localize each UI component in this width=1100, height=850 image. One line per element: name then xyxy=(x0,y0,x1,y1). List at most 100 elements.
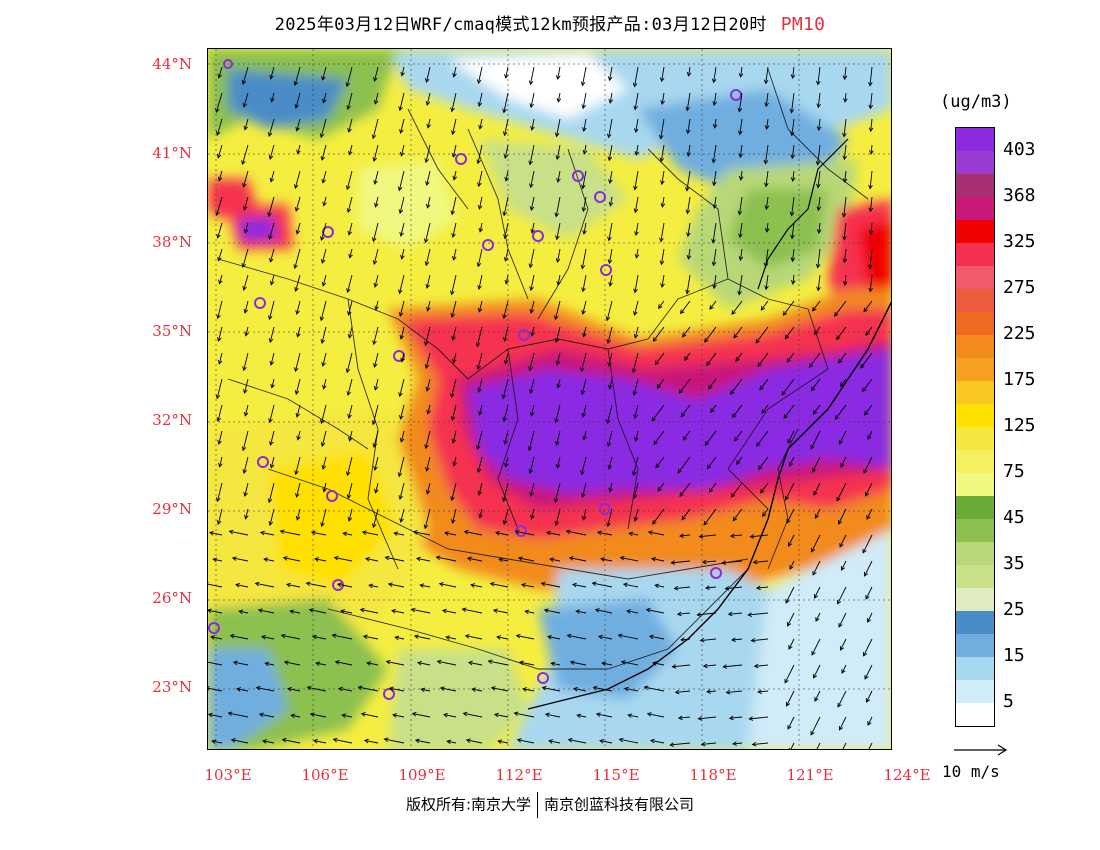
wind-arrow xyxy=(646,609,665,614)
wind-arrow-head xyxy=(217,256,222,262)
wind-arrow xyxy=(675,690,691,693)
wind-arrow-head xyxy=(503,439,508,445)
wind-arrow-head xyxy=(502,417,508,423)
wind-arrow-head xyxy=(556,383,561,389)
wind-arrow xyxy=(208,609,223,614)
wind-arrow-head xyxy=(568,556,574,561)
wind-arrow-head xyxy=(373,282,379,288)
wind-arrow xyxy=(296,508,301,520)
wind-arrow-head xyxy=(702,663,708,669)
wind-arrow xyxy=(270,274,275,285)
wind-arrow-head xyxy=(374,305,379,311)
wind-arrow xyxy=(839,430,847,445)
wind-arrow xyxy=(420,584,431,588)
wind-arrow xyxy=(444,532,457,536)
wind-arrow-head xyxy=(215,130,221,136)
wind-arrow-head xyxy=(296,149,301,155)
wind-arrow xyxy=(738,274,743,295)
wind-arrow-head xyxy=(677,468,682,474)
wind-arrow xyxy=(269,404,275,423)
wind-arrow-head xyxy=(426,123,431,129)
wind-arrow xyxy=(732,508,743,521)
wind-arrow-head xyxy=(227,711,233,717)
wind-arrow xyxy=(401,248,405,259)
wind-arrow xyxy=(503,196,509,216)
copyright-right: 南京创蓝科技有限公司 xyxy=(544,795,695,814)
wind-arrow xyxy=(597,531,613,536)
wind-arrow-head xyxy=(648,634,654,640)
wind-arrow-head xyxy=(397,472,403,478)
wind-arrow-head xyxy=(268,235,273,240)
wind-arrow xyxy=(235,584,249,588)
wind-arrow xyxy=(731,638,743,641)
wind-arrow xyxy=(751,638,769,642)
wind-arrow-head xyxy=(752,559,758,565)
wind-arrow-head xyxy=(320,156,326,161)
wind-arrow xyxy=(375,196,379,207)
wind-arrow-head xyxy=(424,364,430,369)
wind-arrow xyxy=(504,144,509,159)
wind-arrow-head xyxy=(451,438,457,444)
wind-arrow-head xyxy=(837,519,843,525)
wind-arrow xyxy=(389,687,405,692)
wind-arrow xyxy=(372,404,379,425)
wind-arrow xyxy=(758,456,769,470)
wind-arrow xyxy=(213,558,223,562)
wind-arrow xyxy=(503,508,509,525)
wind-arrow-head xyxy=(553,498,559,504)
wind-arrow xyxy=(229,530,249,536)
wind-arrow xyxy=(320,300,327,321)
wind-arrow-head xyxy=(504,462,509,468)
wind-arrow-head xyxy=(490,686,496,691)
wind-arrow xyxy=(862,534,873,554)
wind-arrow xyxy=(710,404,717,413)
wind-arrow-head xyxy=(231,556,237,561)
wind-arrow-head xyxy=(864,491,870,497)
wind-arrow xyxy=(312,635,327,640)
wind-arrow-head xyxy=(812,409,818,415)
wind-arrow xyxy=(556,430,561,446)
wind-arrow-head xyxy=(517,556,523,561)
wind-arrow-head xyxy=(268,418,273,424)
wind-arrow-head xyxy=(243,411,249,417)
wind-arrow-head xyxy=(862,387,867,393)
wind-arrow-head xyxy=(608,487,613,493)
wind-arrow-head xyxy=(399,517,404,523)
wind-arrow xyxy=(705,430,717,446)
wind-arrow xyxy=(477,248,483,267)
wind-arrow xyxy=(401,66,405,76)
wind-arrow-head xyxy=(868,184,873,190)
wind-arrow xyxy=(373,326,379,345)
wind-arrow xyxy=(453,248,457,261)
wind-arrow-head xyxy=(372,157,378,163)
wind-arrow-head xyxy=(347,333,353,339)
wind-arrow-head xyxy=(760,488,765,494)
wind-arrow xyxy=(294,352,301,372)
wind-arrow xyxy=(313,740,327,744)
wind-arrow xyxy=(838,508,847,525)
wind-arrow xyxy=(479,508,483,518)
wind-arrow-head xyxy=(756,442,761,447)
wind-arrow-head xyxy=(708,487,714,493)
wind-arrow-head xyxy=(336,582,342,588)
wind-arrow xyxy=(838,352,847,364)
wind-arrow xyxy=(554,482,561,503)
wind-arrow xyxy=(264,558,275,562)
wind-arrow xyxy=(479,404,483,415)
wind-arrow xyxy=(608,352,613,367)
wind-arrow xyxy=(388,583,405,588)
wind-arrow xyxy=(706,690,717,693)
wind-arrow-head xyxy=(238,609,244,615)
wind-arrow-head xyxy=(755,338,760,344)
wind-arrow-head xyxy=(597,634,603,640)
wind-arrow-head xyxy=(732,516,738,522)
wind-arrow-head xyxy=(626,609,631,614)
wind-arrow-head xyxy=(816,286,821,292)
wind-arrow xyxy=(697,612,717,616)
wind-arrow xyxy=(384,738,405,744)
wind-arrow xyxy=(765,66,769,84)
wind-arrow xyxy=(529,352,535,371)
wind-arrow-head xyxy=(493,712,499,718)
wind-arrow-head xyxy=(258,712,264,718)
wind-arrow xyxy=(346,352,353,373)
